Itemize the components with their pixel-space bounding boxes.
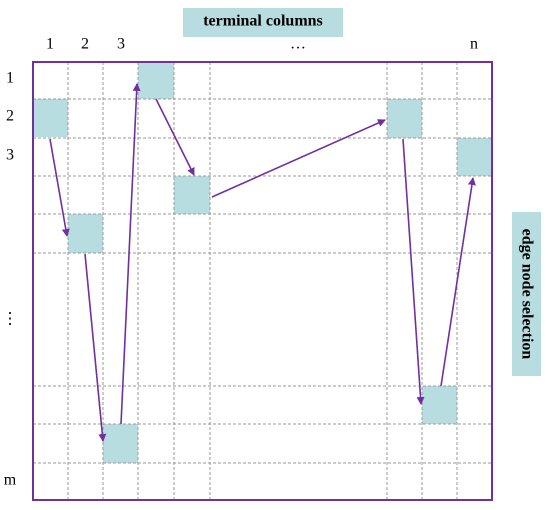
cell: [174, 176, 210, 214]
cell: [103, 424, 138, 463]
arrow: [120, 83, 141, 425]
column-label: 2: [81, 36, 89, 53]
arrow: [211, 119, 386, 198]
column-label: n: [470, 36, 478, 53]
cell: [387, 99, 422, 138]
arrow: [84, 253, 107, 442]
row-label: 3: [6, 147, 14, 164]
column-label: 1: [46, 36, 54, 53]
cell: [457, 138, 492, 176]
arrows: [49, 83, 476, 442]
title: terminal columns: [203, 13, 323, 30]
cell: [33, 99, 68, 137]
side-label: edge node selection: [518, 229, 535, 360]
arrow: [155, 98, 195, 176]
column-label: 3: [117, 36, 125, 53]
title-box: [183, 8, 343, 37]
labels: 1 2 3 … n 1 2 3 ⋮ m: [2, 36, 478, 489]
cell: [138, 62, 174, 99]
column-label: …: [290, 36, 306, 53]
row-label: 1: [6, 70, 14, 87]
row-label: m: [4, 472, 17, 489]
grid-border: [32, 61, 493, 501]
cell: [422, 386, 457, 424]
arrow: [402, 138, 425, 405]
cell: [68, 214, 103, 253]
highlighted-cells: [33, 62, 492, 463]
row-label: ⋮: [2, 311, 18, 328]
arrow: [49, 138, 70, 237]
arrow: [440, 177, 476, 387]
side-label-box: [512, 212, 541, 376]
row-label: 2: [6, 108, 14, 125]
